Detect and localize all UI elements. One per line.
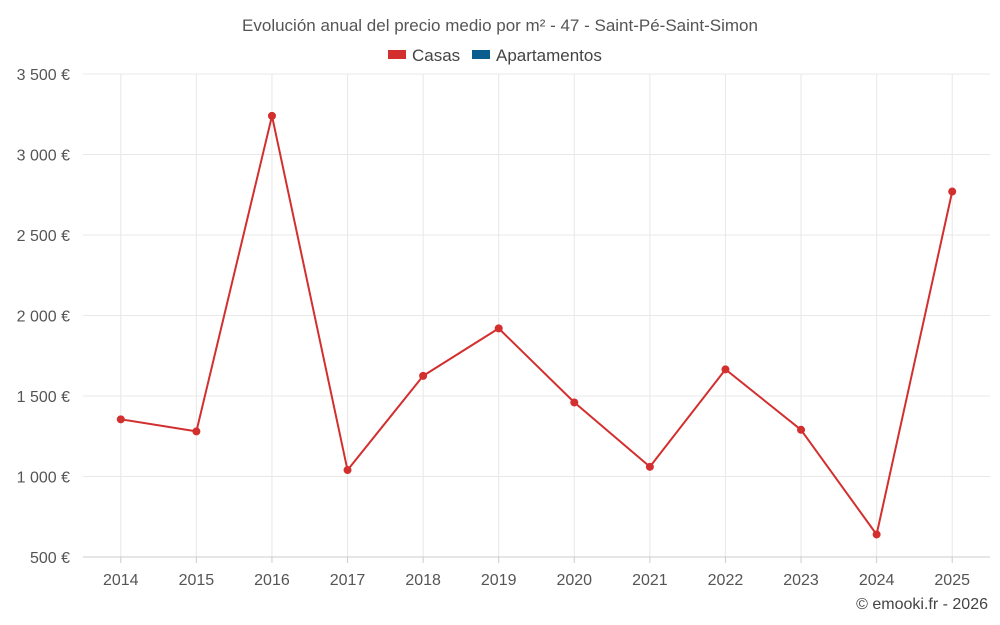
y-tick-label: 3 000 € bbox=[17, 148, 70, 165]
legend: Casas Apartamentos bbox=[388, 46, 602, 65]
x-tick-label: 2016 bbox=[254, 572, 290, 589]
x-tick-label: 2017 bbox=[330, 572, 366, 589]
y-tick-label: 2 500 € bbox=[17, 228, 70, 245]
x-tick-label: 2024 bbox=[859, 572, 895, 589]
x-tick-label: 2025 bbox=[934, 572, 970, 589]
y-tick-label: 1 500 € bbox=[17, 389, 70, 406]
x-tick-labels: 2014 2015 2016 2017 2018 2019 2020 2021 2022 2023… bbox=[103, 572, 970, 589]
legend-item-apartamentos[interactable]: Apartamentos bbox=[472, 46, 602, 65]
x-tick-label: 2014 bbox=[103, 572, 139, 589]
data-point[interactable] bbox=[419, 371, 428, 380]
data-point[interactable] bbox=[494, 324, 503, 333]
x-tick-label: 2021 bbox=[632, 572, 668, 589]
x-tick-label: 2022 bbox=[708, 572, 744, 589]
series-line-casas bbox=[120, 114, 954, 536]
data-point[interactable] bbox=[948, 187, 957, 196]
data-point[interactable] bbox=[116, 415, 125, 424]
data-point[interactable] bbox=[570, 398, 579, 407]
legend-label-apartamentos: Apartamentos bbox=[496, 46, 602, 65]
data-point[interactable] bbox=[267, 111, 276, 120]
legend-swatch-casas bbox=[388, 50, 406, 59]
y-tick-label: 1 000 € bbox=[17, 470, 70, 487]
legend-item-casas[interactable]: Casas bbox=[388, 46, 460, 65]
x-tick-label: 2018 bbox=[405, 572, 441, 589]
grid bbox=[83, 73, 990, 557]
legend-label-casas: Casas bbox=[412, 46, 460, 65]
x-tick-label: 2023 bbox=[783, 572, 819, 589]
series-casas bbox=[116, 111, 957, 539]
x-tick-label: 2020 bbox=[556, 572, 592, 589]
data-point[interactable] bbox=[797, 425, 806, 434]
data-point[interactable] bbox=[721, 365, 730, 374]
credit-text: © emooki.fr - 2026 bbox=[856, 596, 988, 613]
legend-swatch-apartamentos bbox=[472, 50, 490, 59]
chart-title: Evolución anual del precio medio por m² … bbox=[242, 16, 758, 35]
y-tick-label: 3 500 € bbox=[17, 67, 70, 84]
y-tick-label: 2 000 € bbox=[17, 309, 70, 326]
x-tick-label: 2019 bbox=[481, 572, 517, 589]
x-tick-label: 2015 bbox=[179, 572, 215, 589]
axes bbox=[83, 556, 990, 563]
data-point[interactable] bbox=[192, 427, 201, 436]
data-point[interactable] bbox=[343, 466, 352, 475]
y-tick-label: 500 € bbox=[30, 550, 70, 567]
y-tick-labels: 500 € 1 000 € 1 500 € 2 000 € 2 500 € 3 000 €… bbox=[17, 67, 70, 567]
data-point[interactable] bbox=[872, 530, 881, 539]
data-point[interactable] bbox=[645, 462, 654, 471]
